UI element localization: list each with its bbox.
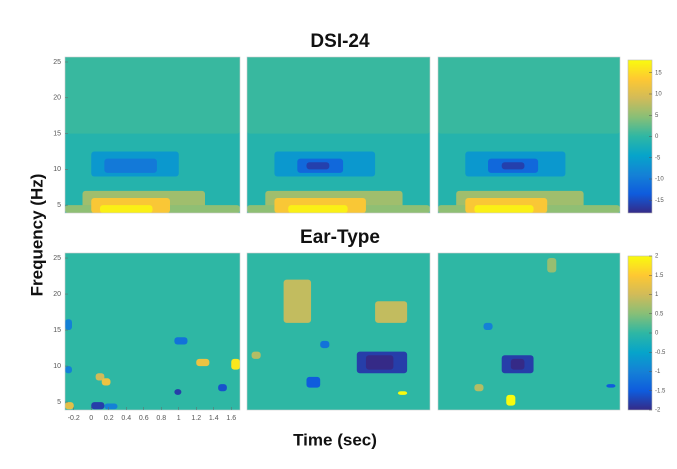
panel-frame [246,252,431,411]
x-tick-label: 1.6 [226,415,236,422]
heatmap-cell [438,57,620,134]
x-tick-label: 0.2 [104,415,114,422]
y-tick-label: 15 [53,130,61,137]
heatmap-background [438,253,620,410]
heatmap-cell [506,394,516,406]
heatmap-cell [365,355,394,370]
heatmap-cell [288,205,348,213]
colorbar-tick-label: 5 [655,113,659,119]
colorbar-tick-label: 1.5 [655,273,664,279]
panel-frame [64,56,241,214]
y-tick-label: 5 [57,399,61,406]
row-title: DSI-24 [310,31,370,52]
heatmap-cell [251,351,261,359]
heatmap-cell [510,358,525,370]
y-tick-label: 20 [53,291,61,298]
heatmap-panel [247,253,430,410]
heatmap-cell [174,389,182,395]
colorbar-tick-label: 0 [655,331,659,337]
heatmap-panel [65,253,240,410]
x-tick-label: 1.2 [191,415,201,422]
colorbar-tick-label: -1.5 [655,388,666,394]
x-tick-label: -0.2 [68,415,80,422]
heatmap-cell [606,384,616,388]
heatmap-panel [65,57,240,213]
x-tick-label: 0.8 [156,415,166,422]
colorbar-tick-label: 1 [655,292,659,298]
heatmap-cell [100,205,153,213]
row-title: Ear-Type [300,227,380,248]
heatmap-panel [438,253,620,410]
heatmap-cell [306,162,330,170]
heatmap-cell [306,376,321,388]
colorbar [627,59,653,214]
colorbar-tick-label: 2 [655,254,659,260]
panel-frame [437,252,621,411]
colorbar [627,255,653,411]
panel-frame [437,56,621,214]
heatmap-cell [483,322,493,331]
heatmap-cell [474,205,534,213]
heatmap-cell [65,402,74,410]
heatmap-cell [501,162,525,170]
heatmap-cell [104,158,157,173]
heatmap-cell [196,358,210,367]
heatmap-cell [101,378,111,386]
colorbar-tick-label: -2 [655,408,661,414]
x-axis-label: Time (sec) [293,430,377,449]
y-tick-label: 5 [57,202,61,209]
heatmap-cell [397,391,408,395]
y-tick-label: 15 [53,327,61,334]
heatmap-cell [474,384,484,392]
colorbar-tick-label: 15 [655,70,662,76]
colorbar-tick-label: -10 [655,177,664,183]
heatmap-cell [375,301,408,323]
colorbar-tick-label: -1 [655,369,661,375]
heatmap-cell [91,402,105,410]
x-tick-label: 0.6 [139,415,149,422]
y-tick-label: 20 [53,95,61,102]
heatmap-cell [283,279,312,323]
y-tick-label: 10 [53,166,61,173]
colorbar-tick-label: -5 [655,155,661,161]
heatmap-cell [104,403,118,410]
panel-frame [246,56,431,214]
colorbar-tick-label: -15 [655,198,664,204]
x-tick-label: 0.4 [121,415,131,422]
heatmap-cell [247,57,430,134]
x-tick-label: 0 [89,415,93,422]
heatmap-background [247,253,430,410]
heatmap-cell [65,366,72,374]
y-tick-label: 25 [53,255,61,262]
panel-frame [64,252,241,411]
heatmap-panel [247,57,430,213]
y-tick-label: 10 [53,363,61,370]
colorbar-tick-label: 0 [655,134,659,140]
heatmap-panel [438,57,620,213]
y-tick-label: 25 [53,59,61,66]
heatmap-background [65,253,240,410]
heatmap-cell [547,258,557,273]
colorbar-tick-label: 10 [655,92,662,98]
heatmap-cell [231,358,240,370]
x-tick-label: 1.4 [209,415,219,422]
colorbar-tick-label: 0.5 [655,311,664,317]
heatmap-cell [218,384,227,392]
heatmap-cell [95,373,105,381]
heatmap-cell [65,57,240,134]
x-tick-label: 1 [177,415,181,422]
y-axis-label: Frequency (Hz) [27,174,46,297]
colorbar-tick-label: -0.5 [655,350,666,356]
heatmap-cell [320,340,330,349]
heatmap-cell [65,319,72,331]
heatmap-cell [174,337,188,345]
